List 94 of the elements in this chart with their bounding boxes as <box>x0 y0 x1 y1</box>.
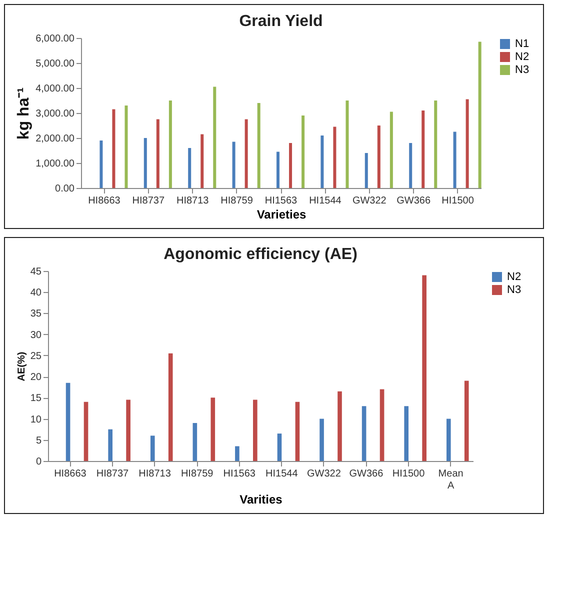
bar <box>422 110 425 188</box>
x-tick-label: HI1563 <box>223 468 256 480</box>
bar <box>213 86 216 188</box>
bar <box>320 418 324 461</box>
x-tick-label: HI1544 <box>266 468 298 480</box>
y-tick-label: 4,000.00 <box>36 84 75 94</box>
x-tick-label: HI8737 <box>132 196 165 206</box>
bar <box>446 418 451 461</box>
bar <box>362 406 366 461</box>
bar <box>289 143 292 188</box>
bar <box>150 436 155 461</box>
x-tick-label: HI1563 <box>264 196 298 206</box>
x-tick-label: HI8759 <box>220 196 254 206</box>
x-axis-title: Varities <box>240 492 283 506</box>
bar <box>276 152 280 188</box>
y-axis-title: AE(%) <box>16 352 28 382</box>
bar <box>66 382 70 461</box>
bar <box>338 391 342 461</box>
legend-label: N1 <box>515 38 530 50</box>
bar <box>404 406 409 461</box>
legend-label: N3 <box>515 64 530 76</box>
bar <box>478 42 482 188</box>
bar <box>188 148 192 188</box>
bar <box>144 138 147 188</box>
legend-label: N3 <box>507 284 522 296</box>
bar <box>210 398 216 461</box>
x-tick-label: GW366 <box>349 468 384 480</box>
bar <box>466 99 469 188</box>
y-axis-title: kg ha⁻¹ <box>16 87 33 140</box>
bar <box>409 143 412 188</box>
bar <box>302 116 305 188</box>
y-tick-label: 2,000.00 <box>36 134 75 144</box>
x-tick-label: HI8737 <box>96 468 130 480</box>
bar <box>126 400 130 461</box>
bar <box>464 380 469 461</box>
x-tick-label: HI1500 <box>442 196 474 206</box>
x-tick-label: GW322 <box>352 196 387 206</box>
y-tick-label: 30 <box>30 330 42 341</box>
y-tick-label: 45 <box>30 266 42 278</box>
y-tick-label: 0 <box>36 456 42 468</box>
y-tick-label: 6,000.00 <box>36 34 75 44</box>
bar <box>346 100 349 188</box>
bar <box>277 434 282 461</box>
y-tick-label: 15 <box>30 393 42 404</box>
y-tick-label: 5 <box>36 435 42 446</box>
y-tick-label: 10 <box>30 414 42 426</box>
bar <box>156 119 160 188</box>
legend-label: N2 <box>515 51 530 63</box>
x-tick-label: GW366 <box>396 196 431 206</box>
bar <box>112 109 116 188</box>
x-axis-title: Varieties <box>256 208 307 222</box>
x-tick-label: HI1544 <box>309 196 342 206</box>
x-tick-label: HI8663 <box>54 468 87 480</box>
x-tick-label: GW322 <box>306 468 342 480</box>
bar <box>124 106 128 188</box>
x-tick-label: HI8759 <box>180 468 214 480</box>
y-tick-label: 35 <box>30 308 42 320</box>
bar <box>200 134 204 188</box>
bar <box>168 353 173 461</box>
bar <box>232 142 236 188</box>
y-tick-label: 1,000.00 <box>36 158 75 170</box>
bar <box>253 400 258 461</box>
bar <box>108 429 112 461</box>
x-tick-label: HI8713 <box>176 196 210 206</box>
bar <box>380 389 384 461</box>
bar <box>192 423 198 461</box>
y-tick-label: 25 <box>30 350 42 362</box>
legend-label: N2 <box>507 271 522 283</box>
bar <box>235 446 240 461</box>
bar <box>364 153 368 188</box>
chart-title: Grain Yield <box>239 13 323 30</box>
x-tick-label: Mean A <box>438 468 464 492</box>
bar <box>377 126 380 188</box>
bar <box>244 119 248 188</box>
y-tick-label: 0.00 <box>55 184 75 194</box>
x-tick-label: HI8713 <box>138 468 172 480</box>
bar <box>168 100 172 188</box>
bar <box>390 112 393 188</box>
bar <box>434 100 438 188</box>
bar <box>453 132 456 188</box>
bar <box>257 103 260 188</box>
y-tick-label: 20 <box>30 372 42 384</box>
bar <box>422 275 426 461</box>
bar <box>295 402 300 461</box>
bar <box>320 136 324 188</box>
x-tick-label: HI8663 <box>88 196 121 206</box>
chart-title: Agonomic efficiency (AE) <box>164 246 358 263</box>
bar <box>84 402 88 461</box>
bar <box>100 140 103 188</box>
y-tick-label: 3,000.00 <box>36 108 75 120</box>
bar <box>333 126 336 188</box>
y-tick-label: 40 <box>30 288 42 299</box>
x-tick-label: HI1500 <box>392 468 426 480</box>
y-tick-label: 5,000.00 <box>36 58 75 70</box>
